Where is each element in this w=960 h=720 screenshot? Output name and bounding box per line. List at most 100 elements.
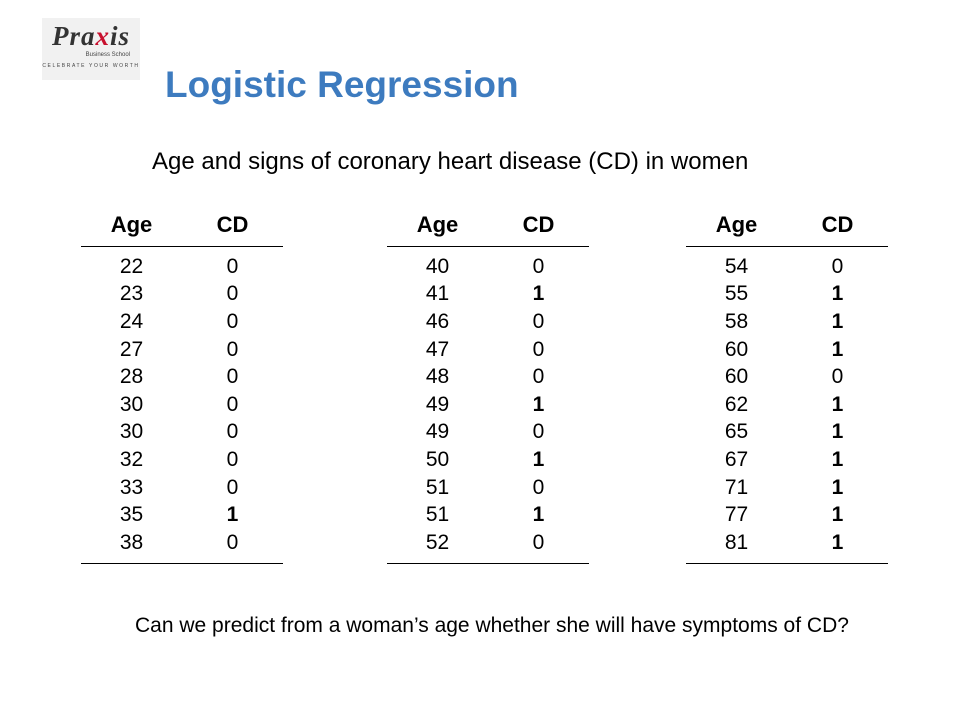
table-body: 40 0 41 1 46 0 47 0 48 0 49 1 49 0 50 1 51 0 51 1 52 0 xyxy=(387,247,589,564)
question-text: Can we predict from a woman’s age whethe… xyxy=(135,614,849,637)
table-row: 60 1 xyxy=(686,336,888,364)
table-row: 65 1 xyxy=(686,419,888,447)
cd-cell: 0 xyxy=(226,365,239,389)
age-cell: 77 xyxy=(724,503,749,527)
cd-cell: 1 xyxy=(831,447,844,471)
table-header: Age CD xyxy=(686,208,888,247)
data-table-1: Age CD 22 0 23 0 24 0 27 0 28 0 30 0 30 0 32 0 33 0 35 1 38 0 xyxy=(81,208,283,564)
table-row: 30 0 xyxy=(81,419,283,447)
age-cell: 48 xyxy=(425,365,450,389)
age-cell: 55 xyxy=(724,282,749,306)
table-row: 50 1 xyxy=(387,446,589,474)
slide-subtitle: Age and signs of coronary heart disease … xyxy=(152,148,749,175)
cd-cell: 1 xyxy=(532,503,545,527)
cd-cell: 0 xyxy=(226,420,239,444)
age-cell: 81 xyxy=(724,530,749,554)
cd-cell: 0 xyxy=(532,309,545,333)
cd-cell: 1 xyxy=(532,392,545,416)
table-row: 55 1 xyxy=(686,281,888,309)
age-cell: 67 xyxy=(724,447,749,471)
table-row: 33 0 xyxy=(81,474,283,502)
age-cell: 23 xyxy=(119,282,144,306)
age-cell: 62 xyxy=(724,392,749,416)
table-row: 67 1 xyxy=(686,446,888,474)
age-cell: 52 xyxy=(425,530,450,554)
cd-cell: 1 xyxy=(831,475,844,499)
table-row: 47 0 xyxy=(387,336,589,364)
logo-word-left: Pra xyxy=(51,21,96,51)
age-cell: 38 xyxy=(119,530,144,554)
logo-wordmark: Praxis xyxy=(42,22,140,50)
table-row: 49 1 xyxy=(387,391,589,419)
header-age: Age xyxy=(416,212,459,237)
table-row: 71 1 xyxy=(686,474,888,502)
table-row: 41 1 xyxy=(387,281,589,309)
age-cell: 51 xyxy=(425,503,450,527)
cd-cell: 0 xyxy=(226,254,239,278)
cd-cell: 1 xyxy=(831,392,844,416)
age-cell: 60 xyxy=(724,337,749,361)
data-table-2: Age CD 40 0 41 1 46 0 47 0 48 0 49 1 49 0 50 1 51 0 51 1 52 0 xyxy=(387,208,589,564)
cd-cell: 1 xyxy=(831,420,844,444)
table-row: 48 0 xyxy=(387,363,589,391)
cd-cell: 0 xyxy=(831,254,844,278)
age-cell: 30 xyxy=(119,420,144,444)
age-cell: 65 xyxy=(724,420,749,444)
cd-cell: 0 xyxy=(831,365,844,389)
table-row: 54 0 xyxy=(686,253,888,281)
table-row: 30 0 xyxy=(81,391,283,419)
cd-cell: 1 xyxy=(831,309,844,333)
header-age: Age xyxy=(715,212,758,237)
age-cell: 50 xyxy=(425,447,450,471)
age-cell: 71 xyxy=(724,475,749,499)
age-cell: 27 xyxy=(119,337,144,361)
cd-cell: 0 xyxy=(226,392,239,416)
table-row: 62 1 xyxy=(686,391,888,419)
table-body: 54 0 55 1 58 1 60 1 60 0 62 1 65 1 67 1 71 1 77 1 81 1 xyxy=(686,247,888,564)
cd-cell: 1 xyxy=(532,282,545,306)
cd-cell: 1 xyxy=(831,282,844,306)
logo-school-name: Business School xyxy=(85,52,130,58)
cd-cell: 1 xyxy=(226,503,239,527)
table-row: 35 1 xyxy=(81,501,283,529)
table-row: 23 0 xyxy=(81,281,283,309)
age-cell: 58 xyxy=(724,309,749,333)
header-age: Age xyxy=(110,212,153,237)
age-cell: 47 xyxy=(425,337,450,361)
table-row: 81 1 xyxy=(686,529,888,557)
cd-cell: 0 xyxy=(532,475,545,499)
table-row: 51 0 xyxy=(387,474,589,502)
cd-cell: 0 xyxy=(532,365,545,389)
table-row: 22 0 xyxy=(81,253,283,281)
age-cell: 46 xyxy=(425,309,450,333)
cd-cell: 0 xyxy=(532,420,545,444)
header-cd: CD xyxy=(216,212,249,237)
table-row: 28 0 xyxy=(81,363,283,391)
age-cell: 51 xyxy=(425,475,450,499)
cd-cell: 0 xyxy=(226,282,239,306)
age-cell: 49 xyxy=(425,392,450,416)
table-row: 27 0 xyxy=(81,336,283,364)
table-row: 60 0 xyxy=(686,363,888,391)
cd-cell: 1 xyxy=(532,447,545,471)
age-cell: 22 xyxy=(119,254,144,278)
table-row: 46 0 xyxy=(387,308,589,336)
age-cell: 41 xyxy=(425,282,450,306)
cd-cell: 0 xyxy=(226,475,239,499)
age-cell: 24 xyxy=(119,309,144,333)
table-row: 51 1 xyxy=(387,501,589,529)
data-table-3: Age CD 54 0 55 1 58 1 60 1 60 0 62 1 65 1 67 1 71 1 77 1 81 1 xyxy=(686,208,888,564)
logo-word-right: is xyxy=(109,21,130,51)
cd-cell: 0 xyxy=(532,337,545,361)
header-cd: CD xyxy=(522,212,555,237)
table-row: 32 0 xyxy=(81,446,283,474)
table-header: Age CD xyxy=(81,208,283,247)
table-row: 52 0 xyxy=(387,529,589,557)
logo-tagline: CELEBRATE YOUR WORTH xyxy=(42,63,140,69)
cd-cell: 0 xyxy=(532,530,545,554)
cd-cell: 0 xyxy=(226,530,239,554)
cd-cell: 1 xyxy=(831,503,844,527)
table-row: 58 1 xyxy=(686,308,888,336)
age-cell: 28 xyxy=(119,365,144,389)
table-row: 49 0 xyxy=(387,419,589,447)
